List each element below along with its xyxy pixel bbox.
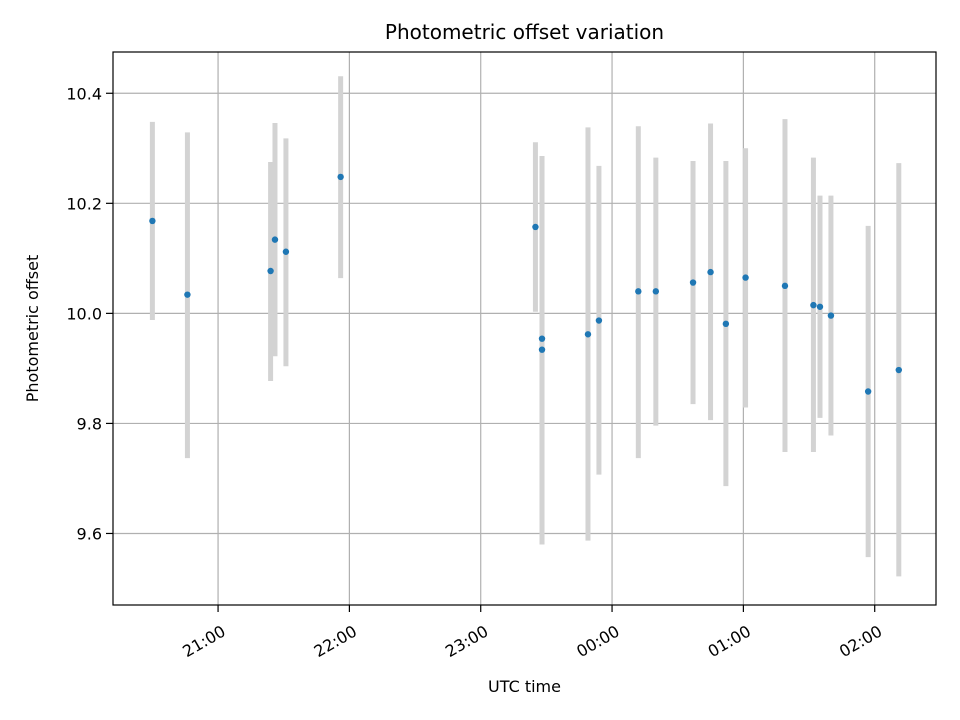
data-point bbox=[689, 279, 697, 286]
data-point bbox=[810, 301, 817, 309]
data-point bbox=[271, 236, 279, 243]
chart-title: Photometric offset variation bbox=[385, 20, 664, 44]
data-point bbox=[635, 288, 642, 295]
data-point bbox=[742, 274, 749, 281]
data-point bbox=[707, 268, 714, 276]
data-point bbox=[652, 288, 660, 295]
y-tick-label: 9.6 bbox=[77, 524, 102, 543]
data-point bbox=[781, 282, 789, 290]
data-point bbox=[722, 320, 730, 328]
data-point bbox=[538, 346, 546, 353]
data-point bbox=[595, 317, 603, 324]
y-tick-label: 10.2 bbox=[66, 194, 102, 213]
data-points bbox=[149, 173, 902, 395]
data-point bbox=[532, 223, 539, 231]
data-point bbox=[337, 173, 344, 181]
y-tick-label: 10.4 bbox=[66, 84, 102, 103]
data-point bbox=[864, 388, 872, 395]
y-tick-label: 10.0 bbox=[66, 304, 102, 323]
data-point bbox=[895, 366, 902, 374]
y-axis-ticks: 9.6 9.8 10.0 10.2 10.4 bbox=[66, 84, 113, 543]
data-point bbox=[267, 267, 274, 275]
x-axis-label: UTC time bbox=[488, 677, 561, 696]
y-axis-label: Photometric offset bbox=[23, 255, 42, 403]
data-point bbox=[827, 312, 835, 319]
plot-frame bbox=[112, 51, 937, 606]
data-point bbox=[184, 291, 191, 298]
data-point bbox=[538, 335, 546, 342]
data-point bbox=[816, 303, 824, 310]
y-tick-label: 9.8 bbox=[77, 414, 102, 433]
data-point bbox=[584, 331, 592, 338]
data-point bbox=[149, 217, 156, 225]
data-point bbox=[282, 248, 290, 255]
